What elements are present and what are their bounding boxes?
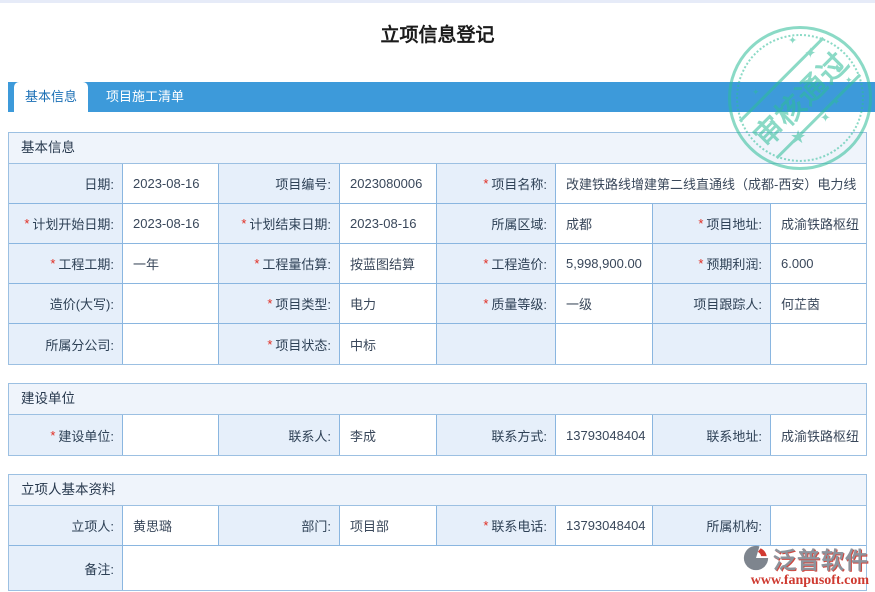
builder-unit-grid: * 建设单位: 联系人: 李成 联系方式: 13793048404 联系地址: 成… — [9, 415, 866, 455]
contact-address-label: 联系地址: — [653, 415, 771, 455]
expected-profit-value[interactable]: 6.000 — [771, 244, 866, 284]
plan-start-label: * 计划开始日期: — [9, 204, 123, 244]
project-cost-value[interactable]: 5,998,900.00 — [556, 244, 653, 284]
required-icon: * — [241, 216, 247, 231]
page-title: 立项信息登记 — [380, 25, 495, 46]
star-icon: ✦ — [820, 110, 831, 125]
expected-profit-label: * 预期利润: — [653, 244, 771, 284]
quantity-estimate-label: * 工程量估算: — [219, 244, 340, 284]
star-icon: ✦ — [768, 117, 777, 128]
remark-value[interactable] — [123, 546, 866, 590]
contact-phone-value[interactable]: 13793048404 — [556, 506, 653, 546]
required-icon: * — [483, 518, 489, 533]
department-label: 部门: — [219, 506, 340, 546]
cost-in-words-label: 造价(大写): — [9, 284, 123, 324]
duration-value[interactable]: 一年 — [123, 244, 219, 284]
project-no-value[interactable]: 2023080006 — [340, 164, 437, 204]
fanpu-logo-icon — [743, 545, 770, 571]
branch-company-label: 所属分公司: — [9, 324, 123, 364]
organization-value[interactable] — [771, 506, 866, 546]
section-basic-info-title: 基本信息 — [9, 133, 866, 164]
required-icon: * — [50, 427, 56, 443]
project-name-label: * 项目名称: — [437, 164, 556, 204]
section-founder-info-title: 立项人基本资料 — [9, 475, 866, 506]
section-gap — [0, 365, 875, 383]
founder-value[interactable]: 黄思璐 — [123, 506, 219, 546]
founder-info-grid: 立项人: 黄思璐 部门: 项目部 * 联系电话: 13793048404 所属机构… — [9, 506, 866, 590]
contact-address-value[interactable]: 成渝铁路枢纽 — [771, 415, 866, 455]
quantity-estimate-value[interactable]: 按蓝图结算 — [340, 244, 437, 284]
duration-label: * 工程工期: — [9, 244, 123, 284]
project-tracker-label: 项目跟踪人: — [653, 284, 771, 324]
plan-start-value[interactable]: 2023-08-16 — [123, 204, 219, 244]
section-gap — [0, 456, 875, 474]
section-builder-unit-title: 建设单位 — [9, 384, 866, 415]
section-builder-unit: 建设单位 * 建设单位: 联系人: 李成 联系方式: 13793048404 联系… — [8, 383, 867, 456]
project-type-label: * 项目类型: — [219, 284, 340, 324]
quality-grade-label: * 质量等级: — [437, 284, 556, 324]
basic-info-grid: 日期: 2023-08-16 项目编号: 2023080006 * 项目名称: 改… — [9, 164, 866, 364]
quality-grade-value[interactable]: 一级 — [556, 284, 653, 324]
required-icon: * — [267, 336, 273, 352]
empty-label — [437, 324, 556, 364]
project-no-label: 项目编号: — [219, 164, 340, 204]
plan-end-label: * 计划结束日期: — [219, 204, 340, 244]
contact-person-label: 联系人: — [219, 415, 340, 455]
required-icon: * — [254, 256, 260, 271]
contact-person-value[interactable]: 李成 — [340, 415, 437, 455]
project-type-value[interactable]: 电力 — [340, 284, 437, 324]
top-divider — [0, 0, 875, 3]
project-status-label: * 项目状态: — [219, 324, 340, 364]
required-icon: * — [24, 216, 30, 231]
project-address-value[interactable]: 成渝铁路枢纽 — [771, 204, 866, 244]
required-icon: * — [483, 256, 489, 271]
vendor-watermark: 泛普软件 www.fanpusoft.com — [742, 541, 869, 589]
cost-in-words-value[interactable] — [123, 284, 219, 324]
tab-basic-info[interactable]: 基本信息 — [14, 82, 89, 112]
date-value[interactable]: 2023-08-16 — [123, 164, 219, 204]
required-icon: * — [483, 176, 489, 191]
required-icon: * — [267, 296, 273, 311]
project-status-value[interactable]: 中标 — [340, 324, 437, 364]
tab-bar: 基本信息 项目施工清单 — [8, 82, 875, 112]
project-name-value[interactable]: 改建铁路线增建第二线直通线（成都-西安）电力线 — [556, 164, 866, 204]
project-address-label: * 项目地址: — [653, 204, 771, 244]
brand-url[interactable]: www.fanpusoft.com — [750, 573, 869, 588]
section-basic-info: 基本信息 日期: 2023-08-16 项目编号: 2023080006 * 项目… — [8, 132, 867, 365]
plan-end-value[interactable]: 2023-08-16 — [340, 204, 437, 244]
organization-label: 所属机构: — [653, 506, 771, 546]
contact-method-label: 联系方式: — [437, 415, 556, 455]
region-label: 所属区域: — [437, 204, 556, 244]
contact-phone-label: * 联系电话: — [437, 506, 556, 546]
empty-label — [653, 324, 771, 364]
builder-unit-value[interactable] — [123, 415, 219, 455]
project-cost-label: * 工程造价: — [437, 244, 556, 284]
required-icon: * — [698, 216, 704, 231]
remark-label: 备注: — [9, 546, 123, 590]
department-value[interactable]: 项目部 — [340, 506, 437, 546]
empty-value — [556, 324, 653, 364]
project-tracker-value[interactable]: 何芷茵 — [771, 284, 866, 324]
region-value[interactable]: 成都 — [556, 204, 653, 244]
branch-company-value[interactable] — [123, 324, 219, 364]
star-icon: ✦ — [832, 61, 843, 75]
date-label: 日期: — [9, 164, 123, 204]
required-icon: * — [698, 256, 704, 271]
required-icon: * — [483, 296, 489, 311]
required-icon: * — [50, 256, 56, 271]
founder-label: 立项人: — [9, 506, 123, 546]
builder-unit-label: * 建设单位: — [9, 415, 123, 455]
tab-construction-list[interactable]: 项目施工清单 — [106, 89, 185, 104]
contact-method-value[interactable]: 13793048404 — [556, 415, 653, 455]
empty-value — [771, 324, 866, 364]
section-founder-info: 立项人基本资料 立项人: 黄思璐 部门: 项目部 * 联系电话: 13793048… — [8, 474, 867, 591]
brand-name: 泛普软件 — [773, 547, 869, 573]
